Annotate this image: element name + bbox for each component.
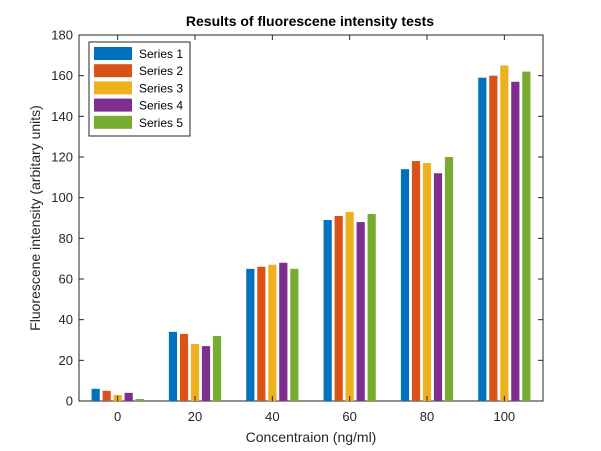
bar-series-2-0 bbox=[102, 390, 111, 401]
bar-series-2-20 bbox=[179, 333, 189, 401]
legend: Series 1 Series 2 Series 3 Series 4 Series 5 bbox=[88, 41, 191, 137]
bar-series-3-100 bbox=[500, 65, 509, 401]
bar-series-3-60 bbox=[345, 211, 354, 401]
y-tick-label: 60 bbox=[59, 272, 73, 287]
bar-series-4-100 bbox=[511, 81, 520, 402]
y-axis-ticks: 0 20 40 60 80 100 120 140 160 180 bbox=[51, 28, 543, 409]
x-tick-label: 20 bbox=[188, 409, 202, 424]
x-tick-label: 0 bbox=[114, 409, 121, 424]
y-tick-label: 160 bbox=[51, 68, 73, 83]
chart-title: Results of fluorescene intensity tests bbox=[186, 13, 434, 29]
bar-series-2-60 bbox=[334, 215, 343, 401]
legend-swatch bbox=[94, 64, 132, 78]
x-tick-label: 40 bbox=[265, 409, 279, 424]
bar-series-5-0 bbox=[135, 398, 144, 401]
x-tick-label: 100 bbox=[493, 409, 515, 424]
y-tick-label: 100 bbox=[51, 190, 73, 205]
x-axis-label: Concentraion (ng/ml) bbox=[246, 429, 377, 445]
bar-series-5-20 bbox=[212, 335, 222, 401]
y-tick-label: 140 bbox=[51, 109, 73, 124]
legend-swatch bbox=[94, 98, 132, 112]
bar-series-5-40 bbox=[290, 268, 299, 401]
bar-series-4-80 bbox=[433, 173, 443, 401]
bar-series-1-80 bbox=[400, 169, 410, 401]
bar-series-4-40 bbox=[279, 262, 288, 401]
bar-series-5-80 bbox=[444, 157, 454, 401]
x-axis-ticks: 0 20 40 60 80 100 bbox=[114, 35, 515, 424]
bar-series-1-100 bbox=[478, 77, 487, 401]
bar-series-2-80 bbox=[411, 161, 421, 401]
bar-series-5-100 bbox=[522, 71, 531, 401]
y-tick-label: 180 bbox=[51, 28, 73, 43]
y-tick-label: 120 bbox=[51, 150, 73, 165]
bar-series-2-100 bbox=[489, 75, 498, 402]
bars-group bbox=[91, 65, 531, 402]
bar-series-4-0 bbox=[124, 392, 133, 401]
bar-series-1-40 bbox=[246, 268, 255, 401]
bar-series-2-40 bbox=[257, 266, 266, 401]
legend-entry-label: Series 4 bbox=[139, 99, 183, 113]
bar-series-1-0 bbox=[91, 388, 100, 401]
x-tick-label: 80 bbox=[420, 409, 434, 424]
bar-series-4-60 bbox=[356, 222, 365, 401]
y-axis-label: Fluorescene intensity (arbitary units) bbox=[27, 105, 43, 331]
legend-swatch bbox=[94, 81, 132, 95]
legend-swatch bbox=[94, 47, 132, 60]
legend-entry-label: Series 2 bbox=[139, 64, 183, 78]
bar-series-5-60 bbox=[367, 213, 376, 401]
bar-series-1-60 bbox=[323, 220, 332, 401]
y-tick-label: 20 bbox=[59, 353, 73, 368]
y-tick-label: 80 bbox=[59, 231, 73, 246]
legend-swatch bbox=[94, 115, 132, 129]
bar-series-3-20 bbox=[190, 344, 200, 401]
legend-entry-label: Series 3 bbox=[139, 81, 183, 95]
y-tick-label: 40 bbox=[59, 312, 73, 327]
y-tick-label: 0 bbox=[66, 394, 73, 409]
bar-series-3-80 bbox=[422, 163, 432, 401]
bar-series-4-20 bbox=[201, 346, 211, 401]
x-tick-label: 60 bbox=[342, 409, 356, 424]
bar-series-1-20 bbox=[168, 331, 178, 401]
legend-entry-label: Series 5 bbox=[139, 116, 183, 130]
legend-entry-label: Series 1 bbox=[139, 47, 183, 61]
bar-series-3-40 bbox=[268, 264, 277, 401]
